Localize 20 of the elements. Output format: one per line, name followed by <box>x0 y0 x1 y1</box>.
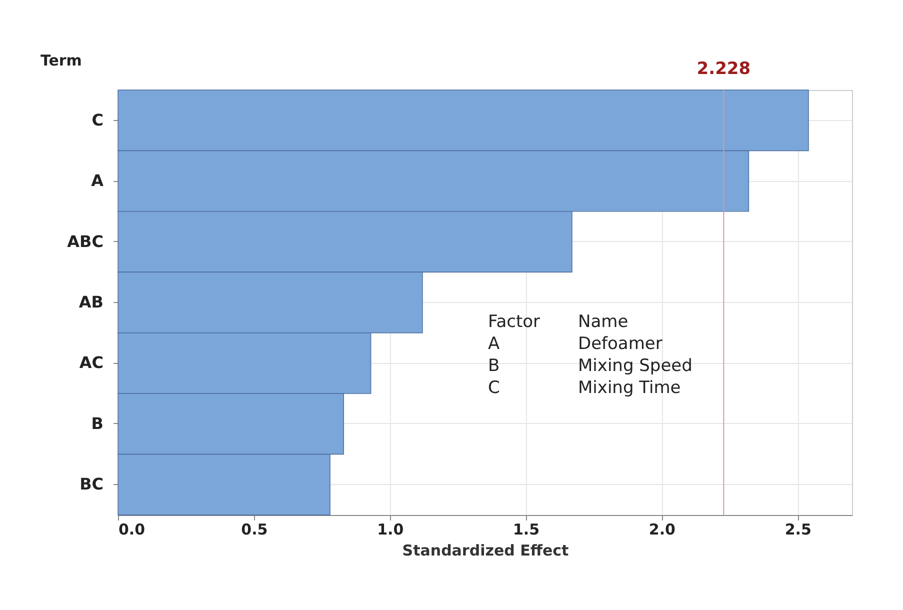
y-tick-label: C <box>92 110 104 130</box>
y-tick-label: AB <box>78 292 104 312</box>
y-axis-title: Term <box>40 52 82 70</box>
x-tick-label: 0.5 <box>241 520 268 538</box>
x-axis-title: Standardized Effect <box>402 542 569 560</box>
y-tick-label: BC <box>80 474 104 494</box>
text: B Mixing Speed <box>488 356 692 376</box>
y-tick-label: A <box>91 171 104 190</box>
y-tick-label: AC <box>79 353 104 372</box>
x-tick-label: 2.5 <box>784 520 812 538</box>
x-tick-label: 2.0 <box>648 520 676 538</box>
y-tick-label: B <box>91 414 104 433</box>
y-tick-label: ABC <box>67 232 104 251</box>
x-tick-label: 1.0 <box>377 520 404 538</box>
x-tick-label: 0.0 <box>118 520 146 538</box>
ref-line-label: 2.228 <box>696 59 751 79</box>
x-tick-label: 1.5 <box>512 520 540 538</box>
text: Factor Name <box>488 312 628 332</box>
text: A Defoamer <box>488 334 662 354</box>
text: C Mixing Time <box>488 378 681 398</box>
